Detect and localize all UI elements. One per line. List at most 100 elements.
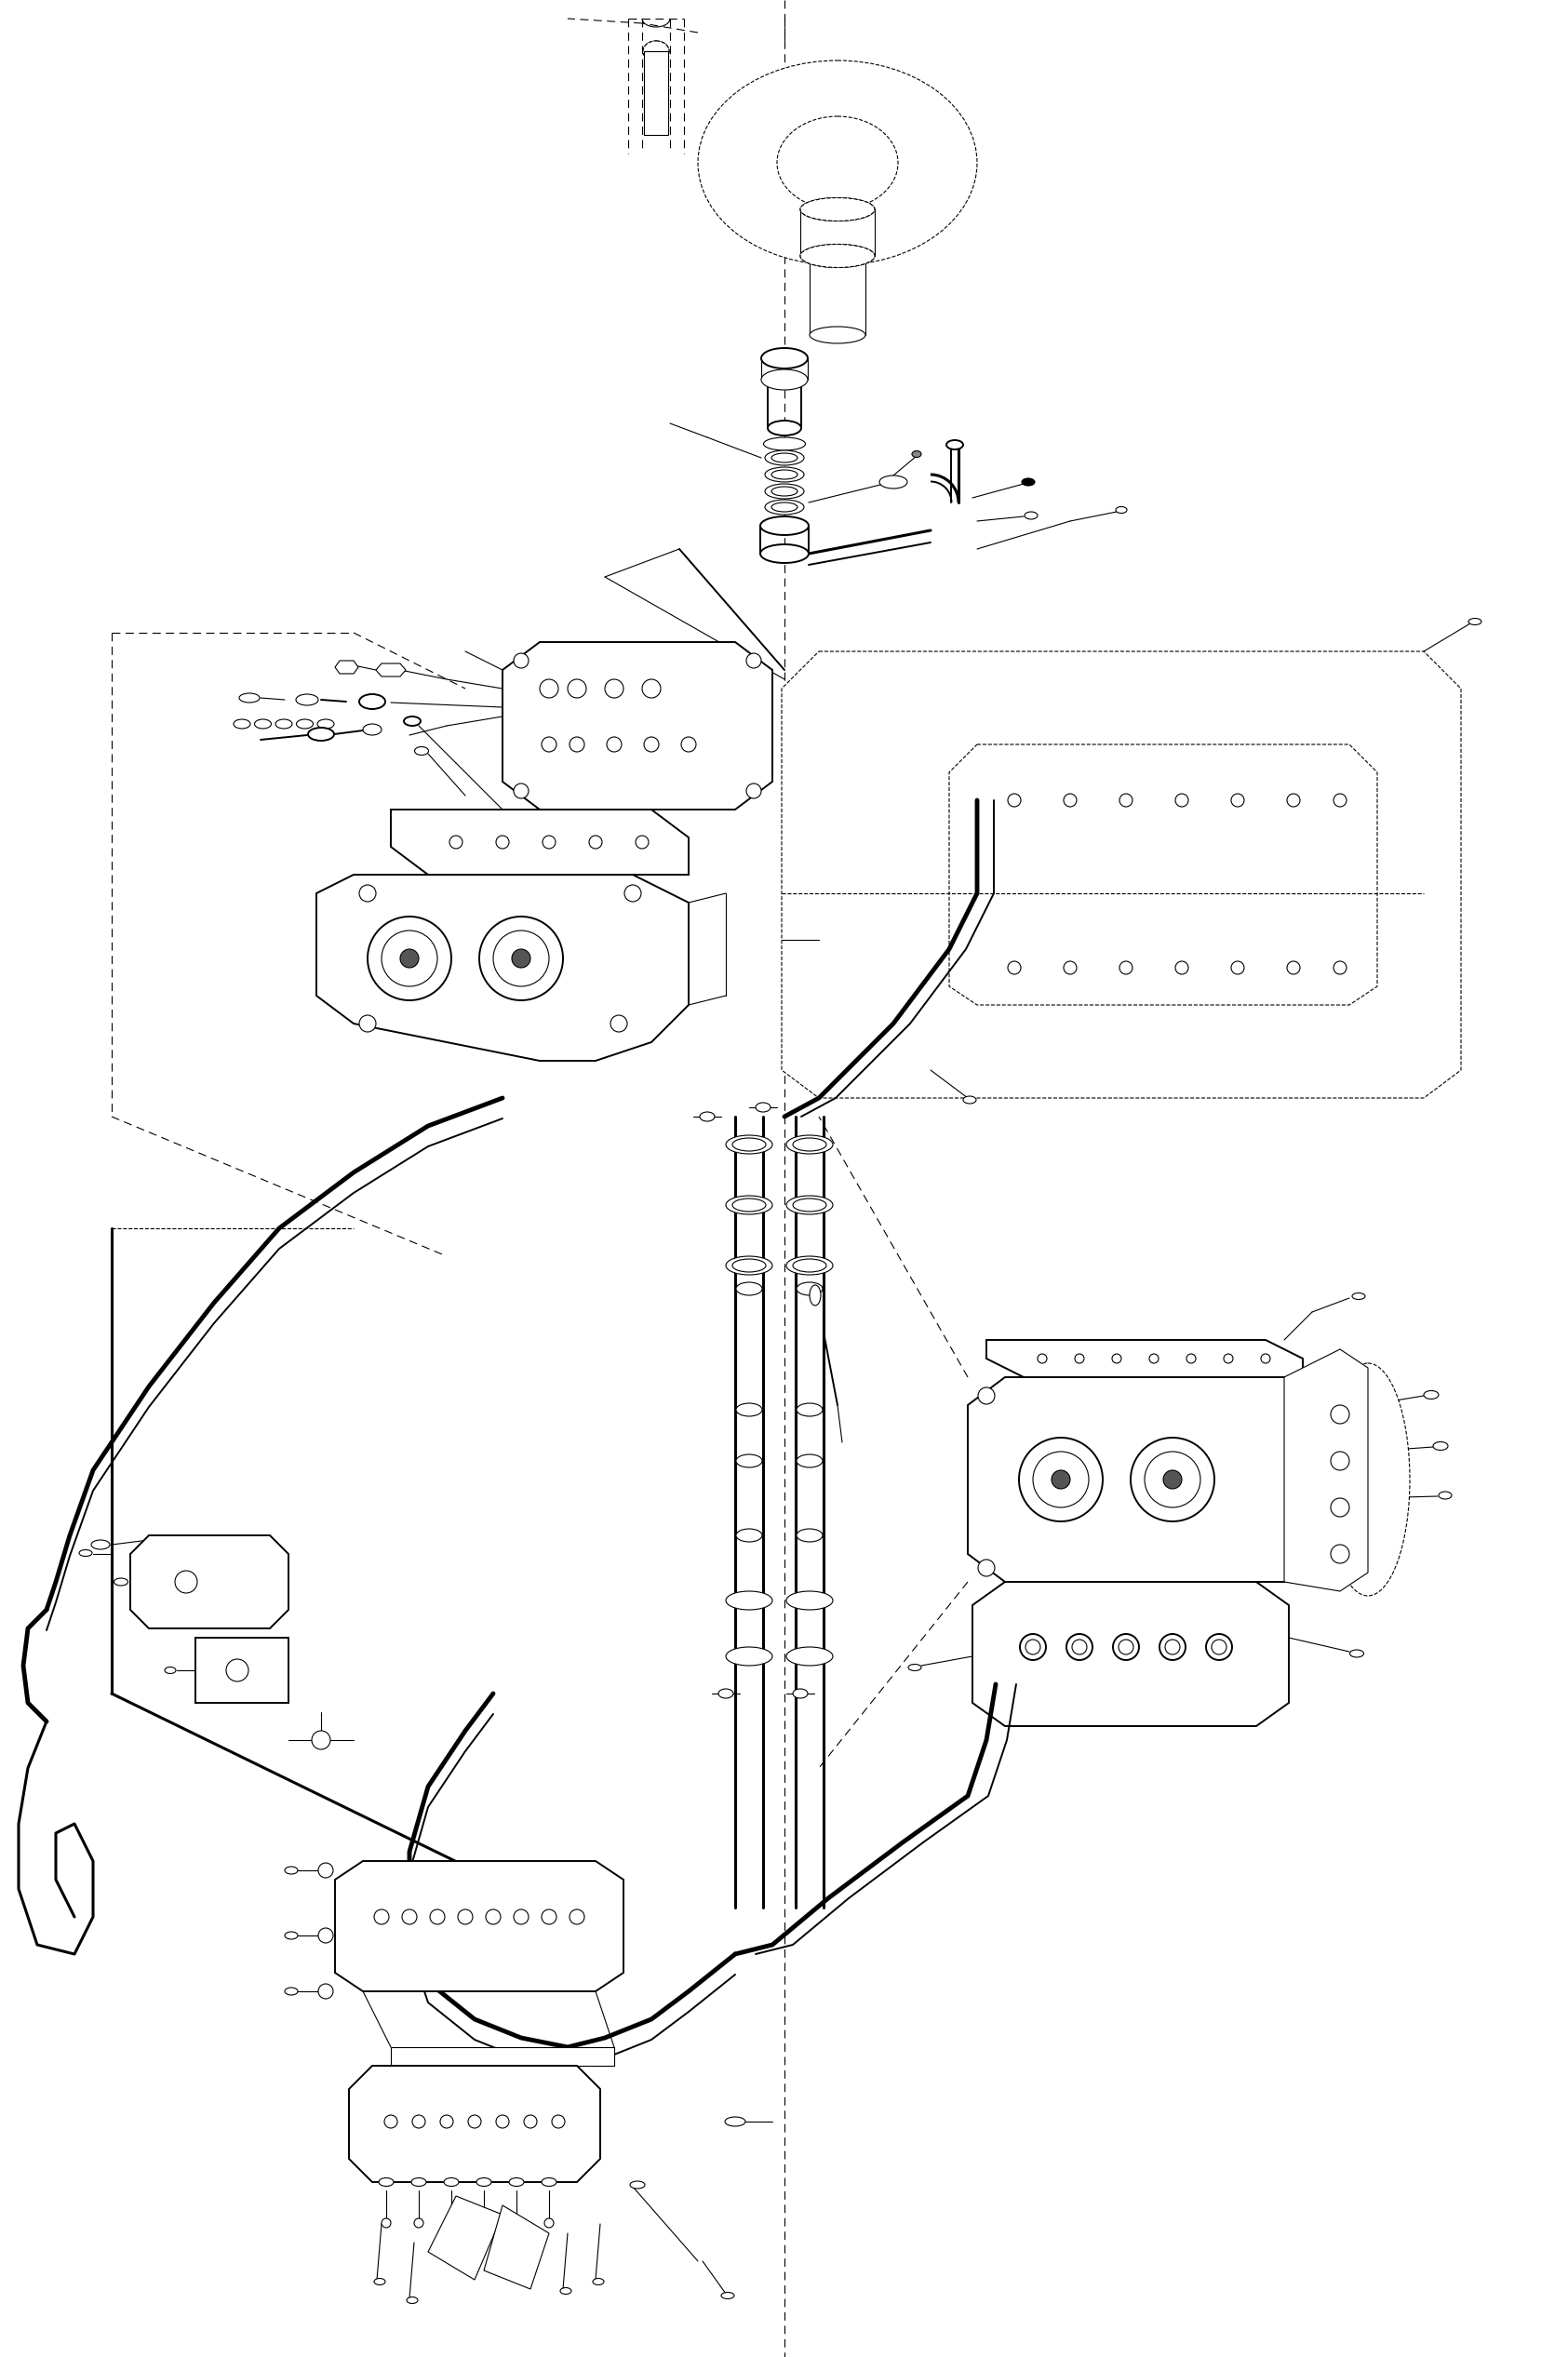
- Circle shape: [1295, 1560, 1311, 1577]
- Circle shape: [226, 1659, 248, 1681]
- Ellipse shape: [800, 198, 875, 222]
- Ellipse shape: [414, 747, 428, 754]
- Ellipse shape: [379, 2178, 394, 2187]
- Ellipse shape: [362, 724, 381, 735]
- Circle shape: [1131, 1438, 1214, 1520]
- Circle shape: [318, 1862, 332, 1879]
- Circle shape: [1295, 1388, 1311, 1405]
- Circle shape: [458, 1909, 472, 1923]
- Circle shape: [1333, 962, 1347, 973]
- Ellipse shape: [797, 1454, 823, 1468]
- Circle shape: [541, 738, 557, 752]
- Polygon shape: [390, 2048, 615, 2065]
- Circle shape: [978, 1388, 994, 1405]
- Circle shape: [1145, 1452, 1201, 1508]
- Ellipse shape: [1433, 1442, 1447, 1450]
- Circle shape: [441, 2114, 453, 2128]
- Circle shape: [1066, 1633, 1093, 1659]
- Circle shape: [1231, 794, 1243, 806]
- Ellipse shape: [1352, 1294, 1366, 1299]
- Ellipse shape: [643, 40, 670, 61]
- Ellipse shape: [793, 1197, 826, 1211]
- Circle shape: [1212, 1640, 1226, 1655]
- Circle shape: [381, 2218, 390, 2227]
- Circle shape: [1223, 1353, 1232, 1362]
- Circle shape: [746, 783, 760, 799]
- Circle shape: [1025, 1640, 1041, 1655]
- Circle shape: [644, 738, 659, 752]
- Ellipse shape: [296, 695, 318, 705]
- Circle shape: [1287, 794, 1300, 806]
- Ellipse shape: [698, 61, 977, 266]
- Circle shape: [569, 1909, 585, 1923]
- Ellipse shape: [78, 1551, 93, 1556]
- Circle shape: [381, 931, 437, 985]
- Circle shape: [514, 653, 528, 667]
- Ellipse shape: [254, 719, 271, 728]
- Circle shape: [511, 2218, 521, 2227]
- Circle shape: [312, 1730, 331, 1749]
- Circle shape: [524, 2114, 536, 2128]
- Ellipse shape: [477, 2178, 491, 2187]
- Ellipse shape: [276, 719, 292, 728]
- Ellipse shape: [732, 1197, 765, 1211]
- Circle shape: [1120, 794, 1132, 806]
- Ellipse shape: [726, 1256, 773, 1275]
- Circle shape: [1331, 1499, 1350, 1518]
- Ellipse shape: [1468, 618, 1482, 625]
- Circle shape: [568, 679, 586, 698]
- Ellipse shape: [285, 1867, 298, 1874]
- Circle shape: [447, 2218, 456, 2227]
- Ellipse shape: [285, 1933, 298, 1940]
- Polygon shape: [130, 1534, 289, 1629]
- Circle shape: [1287, 962, 1300, 973]
- Circle shape: [552, 2114, 564, 2128]
- Circle shape: [450, 837, 463, 849]
- Circle shape: [1019, 1633, 1046, 1659]
- Ellipse shape: [809, 328, 866, 344]
- Circle shape: [514, 783, 528, 799]
- Circle shape: [176, 1570, 198, 1593]
- Circle shape: [401, 1909, 417, 1923]
- Circle shape: [1159, 1633, 1185, 1659]
- Circle shape: [1149, 1353, 1159, 1362]
- Polygon shape: [967, 1376, 1322, 1582]
- Bar: [196, 1638, 289, 1702]
- Ellipse shape: [786, 1256, 833, 1275]
- Ellipse shape: [771, 486, 798, 495]
- Circle shape: [1206, 1633, 1232, 1659]
- Polygon shape: [782, 651, 1461, 1098]
- Circle shape: [746, 653, 760, 667]
- Ellipse shape: [786, 1591, 833, 1610]
- Ellipse shape: [768, 420, 801, 436]
- Ellipse shape: [756, 1103, 770, 1113]
- Circle shape: [1019, 1438, 1102, 1520]
- Circle shape: [1331, 1452, 1350, 1471]
- Circle shape: [400, 950, 419, 969]
- Circle shape: [480, 917, 563, 999]
- Circle shape: [1063, 962, 1077, 973]
- Ellipse shape: [764, 438, 806, 450]
- Ellipse shape: [1116, 507, 1127, 514]
- Circle shape: [607, 738, 621, 752]
- Circle shape: [1063, 794, 1077, 806]
- Circle shape: [1187, 1353, 1196, 1362]
- Ellipse shape: [735, 1282, 762, 1296]
- Ellipse shape: [735, 1454, 762, 1468]
- Circle shape: [1038, 1353, 1047, 1362]
- Ellipse shape: [778, 115, 898, 210]
- Ellipse shape: [963, 1096, 977, 1103]
- Ellipse shape: [560, 2289, 571, 2293]
- Circle shape: [430, 1909, 445, 1923]
- Circle shape: [318, 1928, 332, 1942]
- Ellipse shape: [765, 483, 804, 500]
- Bar: [797, 1289, 823, 1409]
- Ellipse shape: [771, 453, 798, 462]
- Polygon shape: [949, 745, 1377, 1004]
- Ellipse shape: [541, 2178, 557, 2187]
- Circle shape: [635, 837, 649, 849]
- Ellipse shape: [1424, 1391, 1439, 1400]
- Ellipse shape: [630, 2180, 644, 2190]
- Circle shape: [1333, 794, 1347, 806]
- Polygon shape: [972, 1582, 1289, 1725]
